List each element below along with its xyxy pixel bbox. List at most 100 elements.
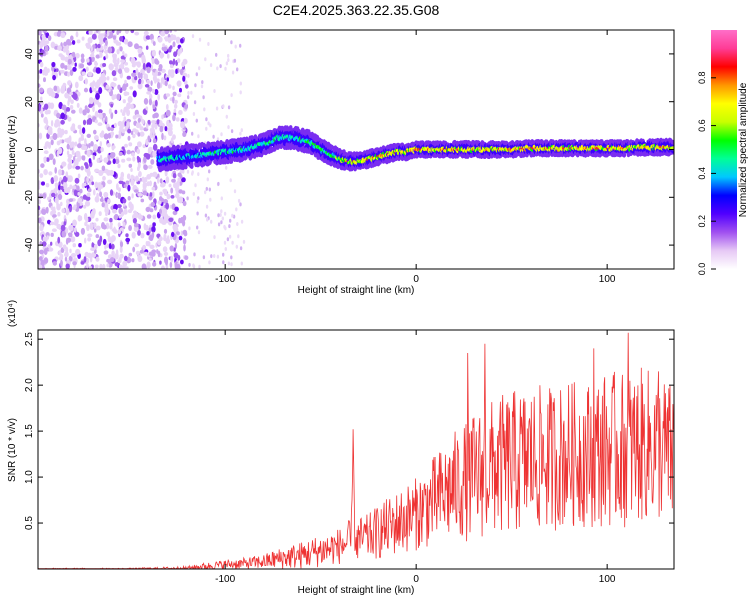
spectrogram-cell [38, 185, 41, 190]
spectrogram-cell [159, 52, 164, 59]
spectrogram-cell [124, 62, 129, 66]
spectrogram-cell [124, 125, 128, 132]
spectrogram-cell [79, 63, 85, 69]
spectrogram-cell [170, 195, 175, 199]
spectrogram-cell [149, 208, 154, 213]
spectrogram-cell [167, 69, 172, 76]
spectrogram-cell [227, 125, 230, 130]
spectrogram-cell [123, 106, 129, 113]
spectrogram-cell [140, 198, 145, 203]
spectrogram-cell [110, 235, 116, 242]
spectrogram-cell [60, 224, 66, 232]
spectrogram-cell [170, 187, 174, 194]
spectrogram-cell [52, 132, 58, 141]
spectrogram-cell [58, 169, 62, 176]
spectrogram-cell [152, 74, 157, 82]
spectrogram-cell [80, 227, 85, 235]
spectrogram-cell [69, 104, 74, 110]
spectrogram-cell [143, 156, 147, 163]
spectrogram-cell [61, 84, 66, 92]
spectrogram-cell [236, 222, 239, 226]
spectrogram-cell [182, 75, 186, 82]
spectrogram-cell [48, 87, 53, 94]
spectrogram-cell [183, 117, 188, 124]
spectrogram-cell [41, 208, 45, 215]
spectrogram-cell [114, 262, 119, 267]
spectrogram-cell [114, 109, 118, 115]
spectrogram-cell [100, 184, 103, 189]
spectrogram-cell [172, 85, 175, 91]
spectrogram-cell [140, 232, 145, 239]
spectrogram-cell [145, 35, 151, 40]
spectrogram-cell [59, 253, 64, 259]
spectrogram-cell [216, 66, 219, 71]
spectrogram-cell [96, 47, 99, 52]
spectrogram-cell [137, 157, 142, 164]
spectrogram-cell [142, 244, 147, 251]
spectrogram-cell [217, 213, 220, 218]
spectrogram-cell [38, 256, 43, 262]
spectrogram-cell [239, 202, 242, 207]
spectrogram-cell [230, 262, 233, 267]
spectrogram-cell [65, 263, 70, 269]
spectrogram-cell [182, 200, 187, 207]
spectrogram-cell [95, 225, 101, 231]
spectrogram-cell [208, 169, 211, 174]
spectrogram-cell [143, 265, 147, 269]
spectrogram-cell [92, 154, 96, 160]
spectrogram-cell [64, 251, 69, 258]
spectrogram-cell [138, 171, 142, 178]
spectrogram-cell [151, 191, 155, 198]
spectrogram-cell [224, 226, 227, 231]
spectrogram-cell [213, 89, 216, 93]
spectrogram-cell [146, 79, 150, 85]
spectrogram-cell [152, 41, 156, 46]
spectrogram-cell [60, 139, 65, 144]
spectrogram-cell [165, 176, 170, 184]
spectrogram-cell [86, 149, 91, 158]
spectrogram-cell [47, 68, 50, 73]
spectrogram-cell [38, 30, 42, 36]
spectrogram-cell [83, 87, 89, 93]
spectrogram-cell [111, 70, 117, 77]
spectrogram-cell [61, 161, 67, 167]
spectrogram-cell [137, 141, 142, 148]
spectrogram-cell [184, 104, 188, 110]
spectrogram-cell [167, 84, 172, 89]
spectrogram-cell [40, 113, 44, 118]
spectrogram-cell [223, 211, 227, 216]
spectrogram-cell [142, 62, 146, 70]
spectrogram-cell [57, 147, 63, 155]
spectrogram-cell [93, 144, 98, 151]
spectrogram-cell [110, 127, 114, 131]
spectrogram-cell [137, 117, 141, 123]
spectrogram-cell [62, 244, 67, 250]
spectrogram-cell [131, 63, 136, 68]
spectrogram-cell [81, 71, 86, 76]
spectrogram-cell [60, 62, 65, 69]
spectrogram-cell [86, 133, 92, 138]
spectrogram-cell [162, 246, 168, 253]
spectrogram-cell [39, 42, 43, 49]
spectrogram-cell [159, 208, 162, 215]
spectrogram-cell [58, 101, 63, 110]
spectrogram-cell [118, 214, 122, 219]
spectrogram-cell [184, 255, 189, 260]
spectrogram-cell [130, 168, 133, 172]
spectrogram-cell [158, 120, 163, 127]
spectrogram-cell [190, 90, 193, 95]
spectrogram-cell [142, 144, 146, 149]
spectrogram-cell [87, 237, 91, 242]
spectrogram-cell [235, 207, 238, 212]
spectrogram-cell [174, 30, 177, 33]
spectrogram-cell [153, 112, 158, 117]
spectrogram-cell [165, 170, 168, 177]
spectrogram-cell [84, 237, 87, 244]
spectrogram-cell [133, 223, 139, 228]
spectrogram-cell [73, 189, 78, 197]
spectrogram-cell [228, 234, 232, 239]
spectrogram-cell [109, 169, 115, 176]
spectrogram-cell [65, 238, 69, 245]
spectrogram-cell [56, 203, 61, 211]
